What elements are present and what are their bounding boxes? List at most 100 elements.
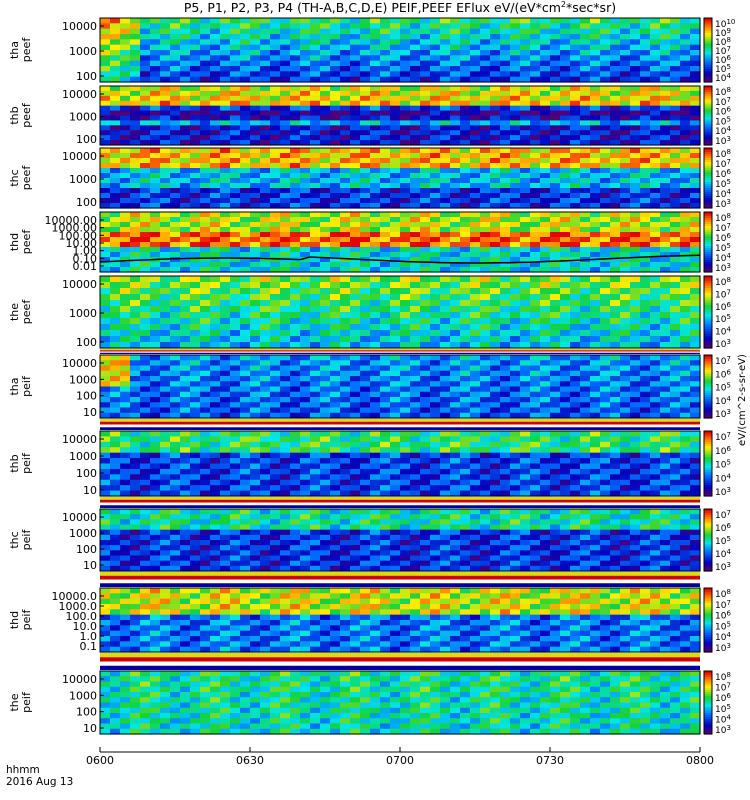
- colorbar-swatch: [704, 340, 712, 344]
- heatmap-cell: [490, 130, 501, 136]
- heatmap-cell: [140, 381, 151, 388]
- heatmap-cell: [400, 163, 411, 169]
- heatmap-cell: [210, 294, 221, 301]
- colorbar-swatch: [704, 158, 712, 161]
- heatmap-cell: [450, 86, 461, 92]
- heatmap-cell: [400, 232, 411, 238]
- heatmap-cell: [280, 397, 291, 403]
- heatmap-cell: [270, 110, 281, 117]
- heatmap-cell: [100, 163, 111, 169]
- heatmap-cell: [150, 242, 161, 248]
- heatmap-cell: [560, 441, 571, 448]
- heatmap-cell: [670, 76, 681, 83]
- heatmap-cell: [230, 407, 241, 414]
- heatmap-cell: [350, 412, 361, 419]
- heatmap-cell: [300, 23, 311, 30]
- heatmap-cell: [520, 402, 531, 409]
- heatmap-cell: [260, 370, 271, 377]
- heatmap-cell: [630, 267, 641, 273]
- title-end-text: *sec*sr): [565, 0, 617, 16]
- heatmap-cell: [480, 198, 491, 204]
- heatmap-cell: [670, 431, 681, 438]
- heatmap-cell: [360, 188, 371, 194]
- heatmap-cell: [370, 66, 381, 72]
- heatmap-cell: [610, 288, 621, 295]
- colorbar-swatch: [704, 262, 712, 265]
- heatmap-cell: [150, 288, 161, 295]
- heatmap-cell: [380, 436, 391, 443]
- heatmap-cell: [140, 105, 151, 112]
- heatmap-cell: [260, 282, 271, 289]
- heatmap-cell: [150, 360, 161, 367]
- heatmap-cell: [630, 66, 641, 72]
- heatmap-cell: [600, 50, 611, 56]
- heatmap-cell: [370, 39, 381, 46]
- heatmap-cell: [520, 237, 531, 243]
- heatmap-cell: [400, 386, 411, 393]
- gap-strip-4-1: [100, 657, 700, 662]
- heatmap-cell: [610, 193, 621, 199]
- heatmap-cell: [290, 212, 301, 218]
- heatmap-cell: [220, 431, 231, 438]
- heatmap-cell: [140, 71, 151, 78]
- heatmap-cell: [250, 183, 261, 189]
- heatmap-cell: [180, 125, 191, 131]
- heatmap-cell: [480, 23, 491, 30]
- heatmap-cell: [160, 203, 171, 209]
- heatmap-cell: [440, 217, 451, 223]
- heatmap-cell: [190, 365, 201, 372]
- heatmap-cell: [470, 153, 481, 159]
- heatmap-cell: [600, 105, 611, 112]
- heatmap-cell: [580, 217, 591, 223]
- heatmap-cell: [620, 370, 631, 377]
- heatmap-cell: [430, 447, 441, 454]
- heatmap-cell: [130, 306, 141, 313]
- heatmap-cell: [150, 222, 161, 228]
- heatmap-cell: [420, 237, 431, 243]
- heatmap-cell: [480, 55, 491, 62]
- heatmap-cell: [450, 188, 461, 194]
- colorbar-tick-label: 106: [715, 168, 731, 180]
- title-text: P5, P1, P2, P3, P4 (TH-A,B,C,D,E) PEIF,P…: [183, 0, 561, 16]
- heatmap-cell: [110, 66, 121, 72]
- heatmap-cell: [480, 447, 491, 454]
- heatmap-cell: [190, 330, 201, 337]
- heatmap-cell: [180, 135, 191, 141]
- heatmap-cell: [470, 324, 481, 331]
- ytick-label: 100: [76, 196, 97, 209]
- heatmap-cell: [570, 125, 581, 131]
- heatmap-cell: [130, 130, 141, 136]
- heatmap-cell: [310, 212, 321, 218]
- heatmap-cell: [430, 173, 441, 179]
- heatmap-cell: [500, 188, 511, 194]
- heatmap-cell: [390, 76, 401, 83]
- heatmap-cell: [150, 86, 161, 92]
- heatmap-cell: [450, 242, 461, 248]
- heatmap-cell: [240, 183, 251, 189]
- colorbar-swatch: [704, 162, 712, 165]
- heatmap-cell: [250, 402, 261, 409]
- heatmap-cell: [440, 86, 451, 92]
- colorbar-swatch: [704, 304, 712, 308]
- heatmap-cell: [120, 452, 131, 459]
- heatmap-cell: [530, 397, 541, 403]
- heatmap-cell: [660, 267, 671, 273]
- heatmap-cell: [620, 158, 631, 164]
- heatmap-cell: [480, 120, 491, 126]
- heatmap-cell: [690, 125, 701, 131]
- heatmap-cell: [510, 23, 521, 30]
- heatmap-cell: [470, 100, 481, 107]
- heatmap-cell: [210, 386, 221, 393]
- heatmap-cell: [400, 135, 411, 141]
- heatmap-cell: [420, 242, 431, 248]
- heatmap-cell: [650, 324, 661, 331]
- heatmap-cell: [130, 90, 141, 97]
- heatmap-cell: [170, 60, 181, 67]
- heatmap-cell: [410, 222, 421, 228]
- heatmap-cell: [480, 168, 491, 174]
- heatmap-cell: [430, 198, 441, 204]
- heatmap-cell: [270, 71, 281, 78]
- heatmap-cell: [260, 257, 271, 263]
- heatmap-cell: [440, 447, 451, 454]
- heatmap-cell: [330, 247, 341, 253]
